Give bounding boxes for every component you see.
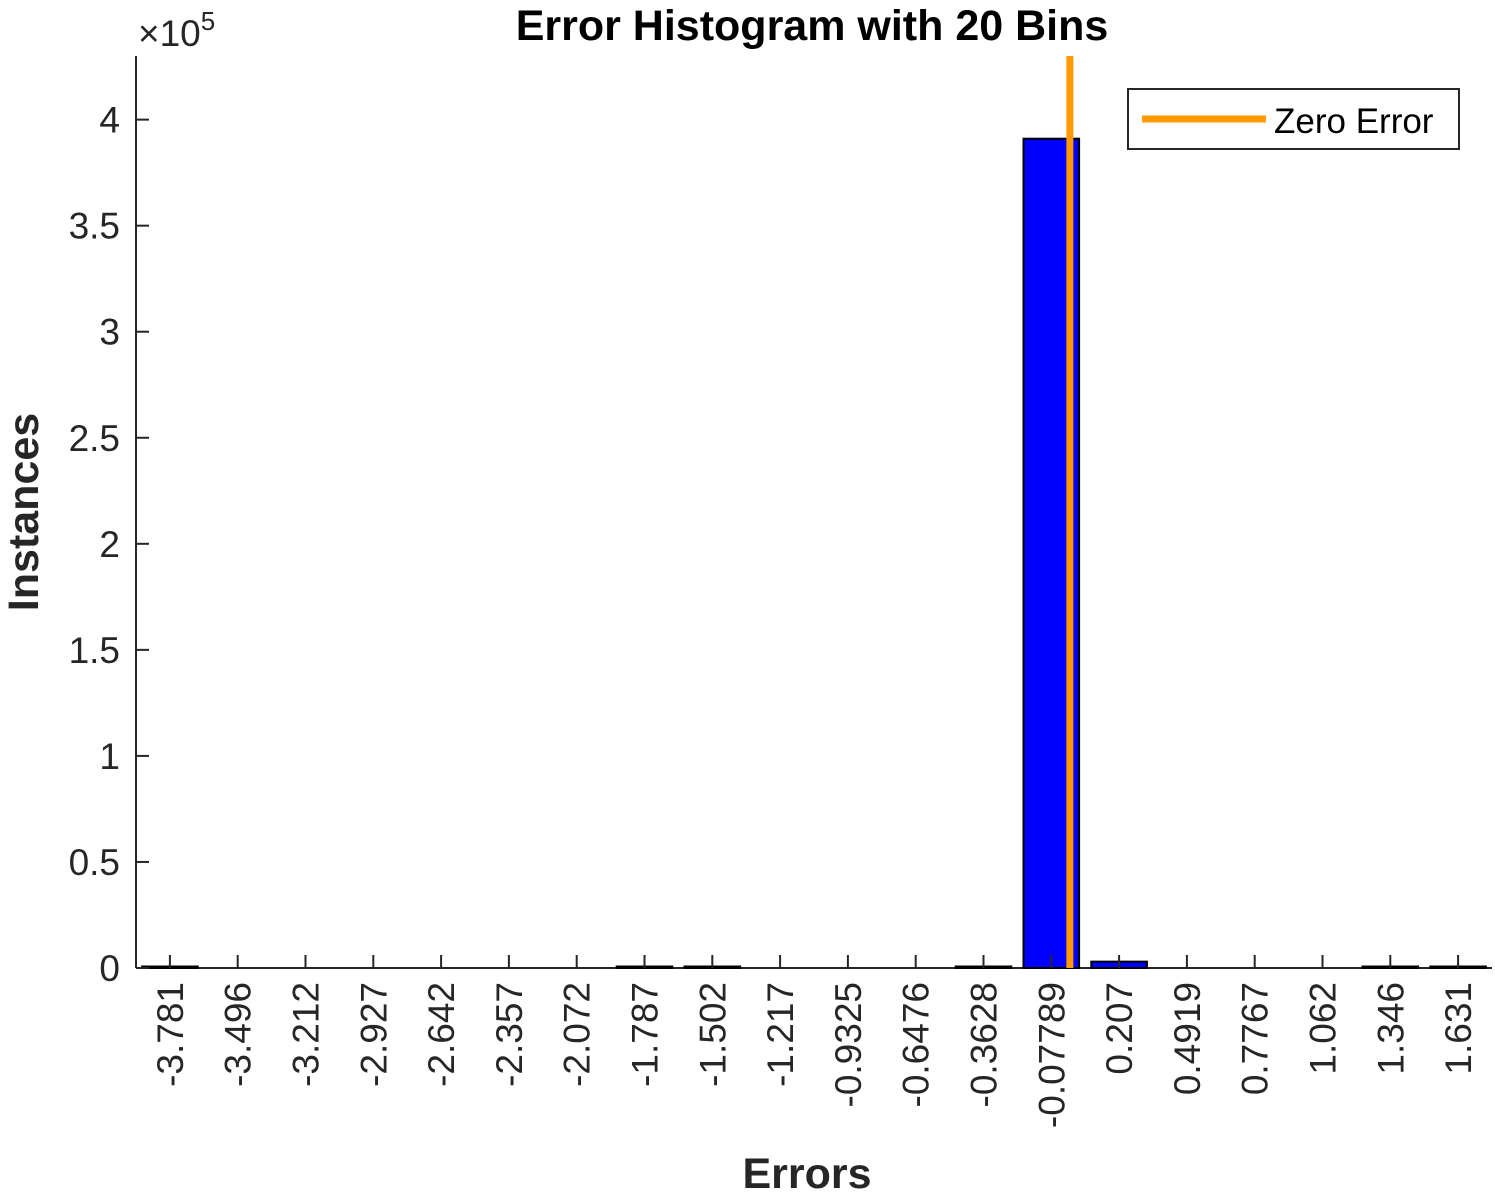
y-axis-label: Instances [0,413,48,611]
x-tick-label: -0.9325 [828,982,869,1108]
x-tick-label: 0.207 [1099,982,1140,1075]
axes [135,56,1492,969]
bars [141,137,1487,969]
x-tick-label: -2.642 [421,982,462,1087]
x-tick-label: -1.787 [625,982,666,1087]
legend: Zero Error [1127,88,1460,150]
x-tick-label: 0.4919 [1167,982,1208,1095]
x-tick-label: 1.062 [1303,982,1344,1075]
legend-label-zero-error: Zero Error [1274,102,1434,141]
x-tick-label: -3.496 [218,982,259,1087]
y-tick-label: 4 [99,100,120,141]
y-exponent-label: ×105 [138,6,215,54]
x-tick-label: -3.781 [150,982,191,1087]
chart-title: Error Histogram with 20 Bins [516,2,1109,50]
x-tick-label: -2.357 [489,982,530,1087]
y-tick-label: 1.5 [69,630,120,671]
y-tick-label: 0.5 [69,842,120,883]
x-tick-label: 0.7767 [1235,982,1276,1095]
y-tick-label: 2 [99,524,120,565]
x-tick-label: 1.346 [1370,982,1411,1075]
y-tick-label: 3.5 [69,206,120,247]
x-tick-label: -1.502 [692,982,733,1087]
x-tick-label: -2.927 [353,982,394,1087]
x-tick-label: -0.3628 [964,982,1005,1108]
y-exponent-power: 5 [201,6,215,36]
y-tick-label: 3 [99,312,120,353]
y-tick-label: 1 [99,736,120,777]
x-tick-label: -0.07789 [1031,982,1072,1128]
y-exponent-base: ×10 [138,13,201,54]
x-tick-label: -0.6476 [896,982,937,1108]
ticks: 0 0.5 1 1.5 2 2.5 3 3.5 4 -3.781 -3.496 -3.212 -2.92… [69,100,1480,1128]
x-tick-label: -2.072 [557,982,598,1087]
x-axis-label: Errors [742,1150,871,1193]
y-tick-label: 2.5 [69,418,120,459]
x-tick-label: -3.212 [286,982,327,1087]
y-tick-label: 0 [99,948,120,989]
x-tick-label: 1.631 [1438,982,1479,1075]
x-tick-label: -1.217 [760,982,801,1087]
